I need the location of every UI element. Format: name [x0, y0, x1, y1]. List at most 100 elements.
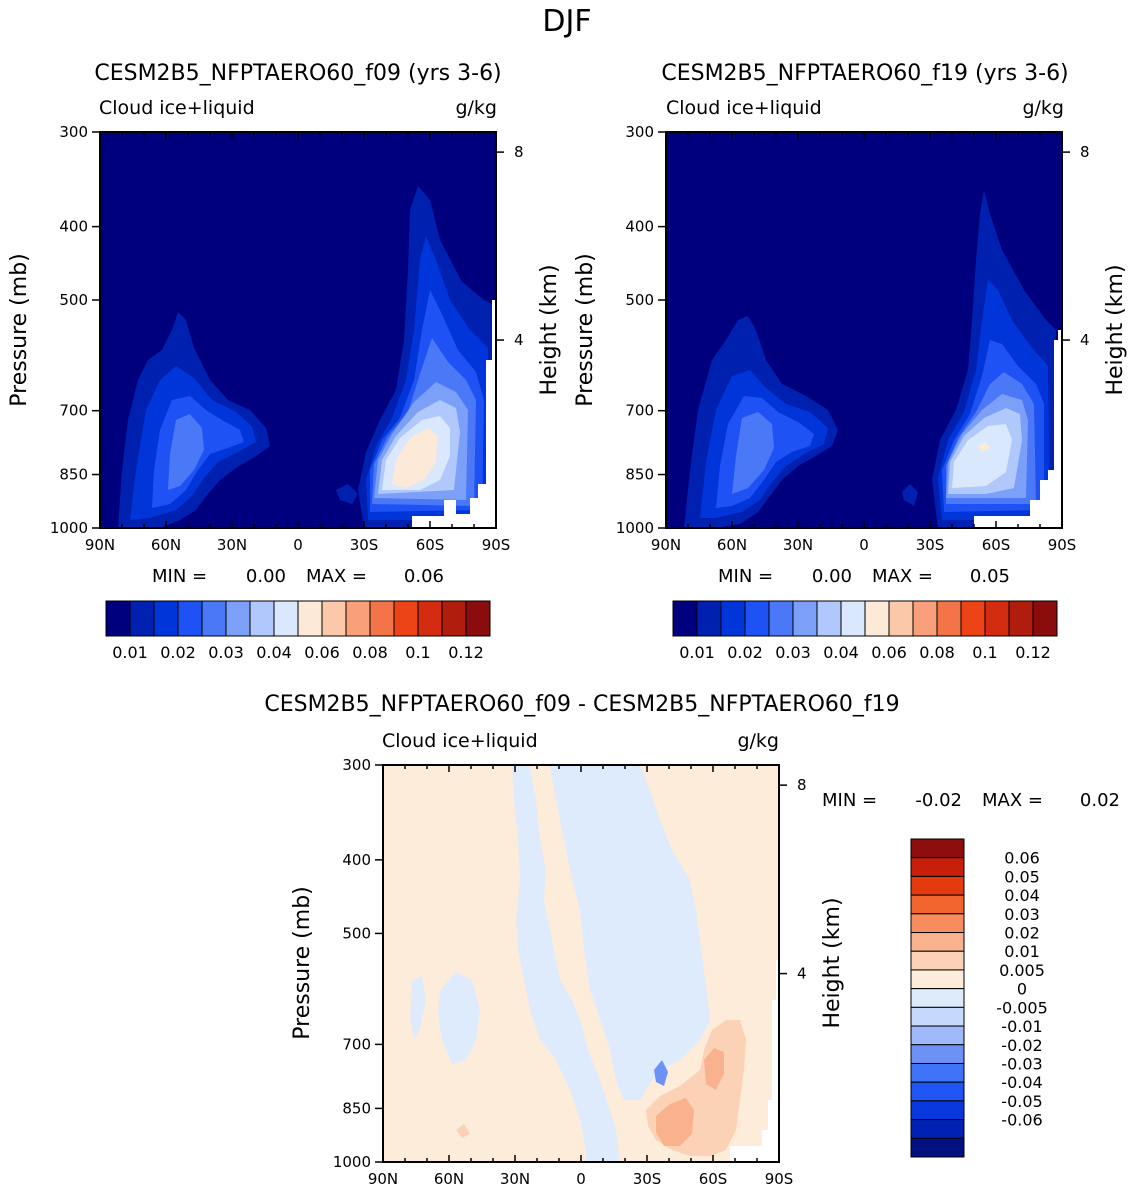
colorbar-label: 0 [1017, 980, 1027, 999]
contour-band-8 [392, 428, 438, 488]
y-tick-label: 700 [342, 1035, 371, 1053]
y-tick-label: 500 [342, 924, 371, 942]
colorbar-swatch [201, 600, 227, 637]
contour-region-negative [410, 976, 426, 1040]
missing-data-mask [974, 330, 1062, 528]
x-tick-label: 60N [717, 536, 747, 554]
min-value: -0.02 [915, 790, 962, 811]
max-label: MAX = [982, 790, 1043, 811]
contour-band-4 [168, 414, 204, 490]
max-value: 0.02 [1080, 790, 1120, 811]
panel-f19: CESM2B5_NFPTAERO60_f19 (yrs 3-6) Cloud i… [573, 61, 1128, 662]
y-right-axis-label: Height (km) [537, 264, 562, 395]
colorbar-label: 0.1 [405, 643, 430, 662]
min-label: MIN = [152, 566, 207, 587]
units-label: g/kg [737, 730, 779, 752]
contour-region-positive [456, 1124, 470, 1138]
colorbar-swatch [864, 600, 890, 637]
x-tick-label: 90S [482, 536, 511, 554]
contour-patch [336, 484, 358, 504]
colorbar: 0.060.050.040.030.020.010.0050-0.005-0.0… [910, 838, 1048, 1158]
x-tick-label: 60S [416, 536, 445, 554]
colorbar-swatch [910, 969, 965, 990]
colorbar-swatch [273, 600, 299, 637]
colorbar-swatch [720, 600, 746, 637]
y-right-tick-label: 8 [514, 143, 524, 161]
panel-title: CESM2B5_NFPTAERO60_f19 (yrs 3-6) [661, 61, 1068, 86]
variable-label: Cloud ice+liquid [382, 730, 538, 752]
colorbar-swatch [888, 600, 914, 637]
y-axis-label: Pressure (mb) [7, 253, 32, 407]
contour-region-positive [656, 1098, 694, 1146]
colorbar-swatch [960, 600, 986, 637]
colorbar-swatch [910, 875, 965, 896]
y-right-tick-label: 8 [797, 776, 807, 794]
colorbar-swatch [417, 600, 443, 637]
axes: 90N 60N 30N 0 30S 60S 90S 300 400 500 700 850 1000 8 4 [50, 123, 524, 554]
x-tick-label: 60S [699, 1170, 728, 1188]
plot-area [382, 764, 780, 1163]
x-tick-label: 0 [859, 536, 869, 554]
x-tick-label: 90N [368, 1170, 398, 1188]
colorbar-label: -0.02 [1001, 1036, 1042, 1055]
contour-band-8 [978, 442, 990, 452]
panel-title: CESM2B5_NFPTAERO60_f09 - CESM2B5_NFPTAER… [264, 692, 899, 717]
y-right-axis-label: Height (km) [820, 897, 845, 1028]
x-tick-label: 90S [765, 1170, 794, 1188]
colorbar-label: 0.04 [256, 643, 292, 662]
colorbar-label: 0.01 [679, 643, 715, 662]
y-tick-label: 700 [625, 402, 654, 420]
y-tick-label: 300 [342, 756, 371, 774]
colorbar-label: 0.08 [352, 643, 388, 662]
x-tick-label: 60S [982, 536, 1011, 554]
colorbar-label: 0.12 [448, 643, 484, 662]
colorbar-label: -0.005 [996, 998, 1048, 1017]
x-tick-label: 0 [293, 536, 303, 554]
contour-region-negative [550, 765, 710, 1100]
contour-region-neg-strong [654, 1060, 668, 1086]
colorbar-swatch [910, 1044, 965, 1064]
x-tick-label: 60N [151, 536, 181, 554]
colorbar-label: 0.04 [823, 643, 859, 662]
y-tick-label: 500 [59, 291, 88, 309]
contour-patch [902, 484, 918, 506]
colorbar-label: 0.05 [1004, 867, 1040, 886]
colorbar-label: -0.05 [1001, 1092, 1042, 1111]
colorbar-swatch [910, 1081, 965, 1102]
y-right-tick-label: 8 [1080, 143, 1090, 161]
plot-area [665, 131, 1063, 529]
colorbar-swatch [225, 600, 251, 637]
min-label: MIN = [718, 566, 773, 587]
x-tick-label: 90N [651, 536, 681, 554]
y-right-axis-label: Height (km) [1103, 264, 1128, 395]
missing-data-mask [412, 300, 496, 528]
colorbar-swatch [744, 600, 770, 637]
colorbar-swatch [249, 600, 275, 637]
colorbar-label: -0.06 [1001, 1111, 1042, 1130]
panel-diff: CESM2B5_NFPTAERO60_f09 - CESM2B5_NFPTAER… [264, 692, 1120, 1188]
min-value: 0.00 [246, 566, 286, 587]
colorbar-swatch [910, 1137, 965, 1158]
colorbar-swatch [910, 838, 965, 859]
colorbar-swatch [936, 600, 962, 637]
colorbar-swatch [465, 600, 491, 637]
colorbar-label: -0.03 [1001, 1054, 1042, 1073]
colorbar-label: 0.06 [304, 643, 340, 662]
colorbar-label: 0.02 [160, 643, 196, 662]
colorbar-swatch [840, 600, 866, 637]
x-tick-label: 90S [1048, 536, 1077, 554]
colorbar-label: 0.06 [871, 643, 907, 662]
colorbar-swatch [153, 600, 179, 637]
x-tick-label: 30S [350, 536, 379, 554]
max-label: MAX = [306, 566, 367, 587]
min-value: 0.00 [812, 566, 852, 587]
colorbar-swatch [910, 857, 965, 877]
axes: 90N 60N 30N 0 30S 60S 90S 300 400 500 700 850 1000 8 4 [616, 123, 1090, 554]
colorbar-swatch [345, 600, 371, 637]
colorbar-label: 0.06 [1004, 849, 1040, 868]
contour-region-negative [512, 765, 620, 1162]
x-tick-label: 90N [85, 536, 115, 554]
colorbar-swatch [910, 1119, 965, 1139]
colorbar-label: 0.03 [208, 643, 244, 662]
